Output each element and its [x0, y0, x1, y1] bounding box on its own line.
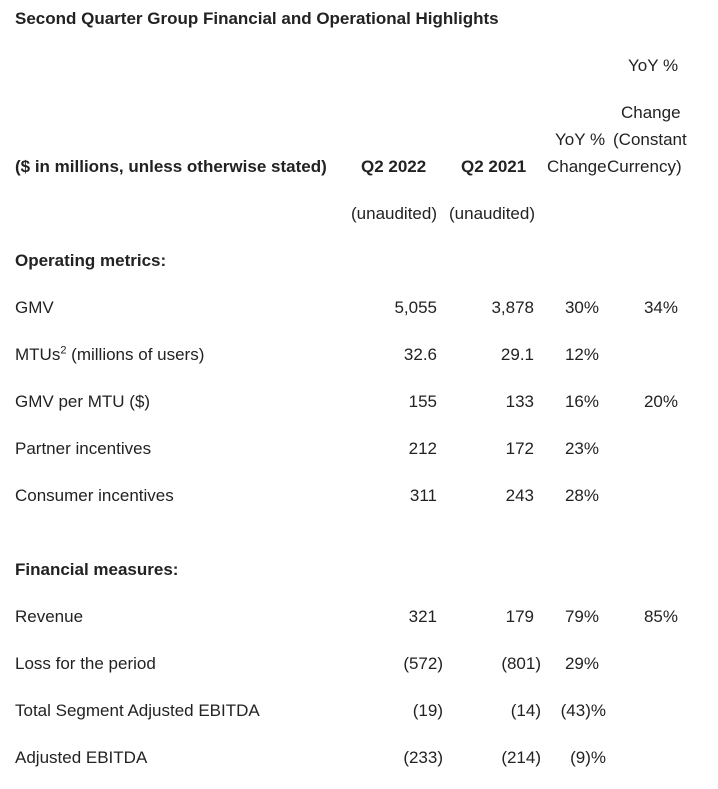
header-yoycc-line1: YoY %	[628, 56, 679, 75]
row-partner-q2-2021: 172	[505, 439, 534, 458]
section-operating-metrics: Operating metrics:	[15, 251, 167, 270]
row-adj-ebitda-label: Adjusted EBITDA	[15, 748, 148, 767]
row-adj-ebitda-q2-2022: (233)	[403, 748, 443, 767]
header-col-label: ($ in millions, unless otherwise stated)	[15, 157, 327, 176]
header-yoy-line1: YoY %	[555, 130, 606, 149]
row-loss-label: Loss for the period	[15, 654, 156, 673]
row-gmv-per-mtu-yoycc: 20%	[643, 392, 678, 411]
row-gmv-yoy: 30%	[564, 298, 599, 317]
header-yoycc-line2: Change	[621, 103, 681, 122]
row-consumer-label: Consumer incentives	[15, 486, 174, 505]
row-segment-ebitda-q2-2021: (14)	[510, 701, 541, 720]
row-mtus-yoy: 12%	[564, 345, 599, 364]
row-adj-ebitda-yoy: (9)%	[570, 748, 606, 767]
row-partner-q2-2022: 212	[408, 439, 437, 458]
row-consumer-yoy: 28%	[564, 486, 599, 505]
footnote-marker: 2	[60, 344, 67, 357]
row-revenue-yoycc: 85%	[643, 607, 678, 626]
row-partner-yoy: 23%	[564, 439, 599, 458]
row-gmv-label: GMV	[15, 298, 54, 317]
row-gmv-q2-2021: 3,878	[491, 298, 534, 317]
header-yoycc-line4: Currency)	[607, 157, 682, 176]
row-mtus-q2-2022: 32.6	[403, 345, 437, 364]
row-adj-ebitda-q2-2021: (214)	[501, 748, 541, 767]
row-revenue-q2-2022: 321	[408, 607, 437, 626]
row-consumer-q2-2022: 311	[409, 486, 437, 505]
row-segment-ebitda-yoy: (43)%	[560, 701, 606, 720]
row-loss-yoy: 29%	[564, 654, 599, 673]
row-gmv-per-mtu-q2-2022: 155	[408, 392, 437, 411]
row-gmv-per-mtu-label: GMV per MTU ($)	[15, 392, 151, 411]
row-loss-q2-2022: (572)	[403, 654, 443, 673]
row-mtus-label: MTUs2 (millions of users)	[15, 344, 205, 364]
row-partner-label: Partner incentives	[15, 439, 152, 458]
row-gmv-yoycc: 34%	[643, 298, 678, 317]
header-yoy-line2: Change	[547, 157, 607, 176]
row-mtus-q2-2021: 29.1	[500, 345, 534, 364]
header-yoycc-line3: (Constant	[613, 130, 687, 149]
row-revenue-yoy: 79%	[564, 607, 599, 626]
row-revenue-label: Revenue	[15, 607, 84, 626]
page-title: Second Quarter Group Financial and Opera…	[15, 9, 499, 28]
header-q2-2022: Q2 2022	[361, 157, 427, 176]
row-gmv-per-mtu-q2-2021: 133	[505, 392, 534, 411]
row-segment-ebitda-q2-2022: (19)	[412, 701, 443, 720]
header-unaudited-2022: (unaudited)	[351, 204, 438, 223]
header-unaudited-2021: (unaudited)	[449, 204, 536, 223]
row-gmv-per-mtu-yoy: 16%	[564, 392, 599, 411]
row-consumer-q2-2021: 243	[505, 486, 534, 505]
row-segment-ebitda-label: Total Segment Adjusted EBITDA	[15, 701, 260, 720]
header-q2-2021: Q2 2021	[461, 157, 527, 176]
row-gmv-q2-2022: 5,055	[394, 298, 437, 317]
section-financial-measures: Financial measures:	[15, 560, 179, 579]
row-loss-q2-2021: (801)	[501, 654, 541, 673]
row-revenue-q2-2021: 179	[505, 607, 534, 626]
